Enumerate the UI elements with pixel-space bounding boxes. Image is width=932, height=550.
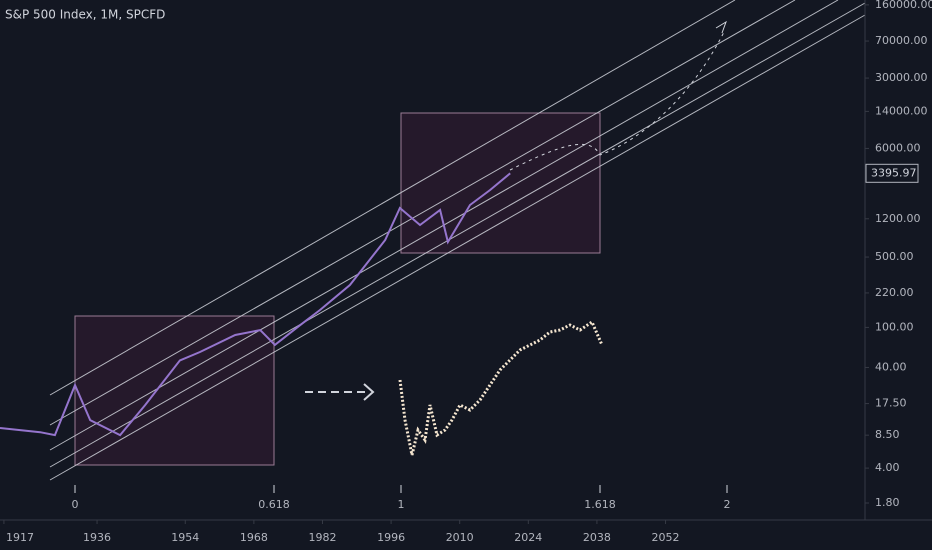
fib-label: 1 xyxy=(398,498,405,511)
fib-box xyxy=(74,315,275,466)
channel-line xyxy=(49,0,736,396)
projection xyxy=(509,29,726,171)
x-tick-label: 1954 xyxy=(171,531,199,544)
x-tick-label: 2024 xyxy=(514,531,542,544)
x-tick-label: 1982 xyxy=(308,531,336,544)
chart-title: S&P 500 Index, 1M, SPCFD xyxy=(5,8,165,22)
y-tick-label: 17.50 xyxy=(875,397,907,410)
y-tick-label: 6000.00 xyxy=(875,141,921,154)
fib-label: 2 xyxy=(724,498,731,511)
projection-arrow xyxy=(715,20,727,34)
channel-line xyxy=(49,14,866,481)
x-tick-label: 2038 xyxy=(583,531,611,544)
y-tick-label: 8.50 xyxy=(875,428,900,441)
arrow xyxy=(363,383,375,401)
y-tick-label: 220.00 xyxy=(875,286,914,299)
y-tick-label: 500.00 xyxy=(875,250,914,263)
fib-label: 0 xyxy=(72,498,79,511)
x-tick-label: 1968 xyxy=(240,531,268,544)
last-price-box xyxy=(865,163,919,183)
y-tick-label: 40.00 xyxy=(875,360,907,373)
x-tick-label: 2010 xyxy=(446,531,474,544)
y-tick-label: 1200.00 xyxy=(875,212,921,225)
fib-label: 0.618 xyxy=(258,498,290,511)
y-tick-label: 30000.00 xyxy=(875,71,928,84)
y-tick-label: 1.80 xyxy=(875,496,900,509)
channel xyxy=(49,0,866,481)
y-tick-label: 70000.00 xyxy=(875,34,928,47)
y-tick-label: 160000.00 xyxy=(875,0,932,11)
x-tick-label: 1917 xyxy=(6,531,34,544)
x-tick-label: 1996 xyxy=(377,531,405,544)
x-tick-label: 1936 xyxy=(83,531,111,544)
fib-label: 1.618 xyxy=(584,498,616,511)
fib-levels: 0 0.618 1 1.618 2 xyxy=(72,485,731,511)
channel-line xyxy=(49,0,796,426)
fractal-copy xyxy=(398,319,604,456)
channel-line xyxy=(49,2,866,468)
x-tick-label: 2052 xyxy=(652,531,680,544)
fib-box xyxy=(400,112,601,254)
y-tick-label: 4.00 xyxy=(875,461,900,474)
y-tick-label: 100.00 xyxy=(875,320,914,333)
price-line xyxy=(0,172,511,437)
y-tick-label: 14000.00 xyxy=(875,104,928,117)
last-price-label: 3395.97 xyxy=(871,166,917,179)
